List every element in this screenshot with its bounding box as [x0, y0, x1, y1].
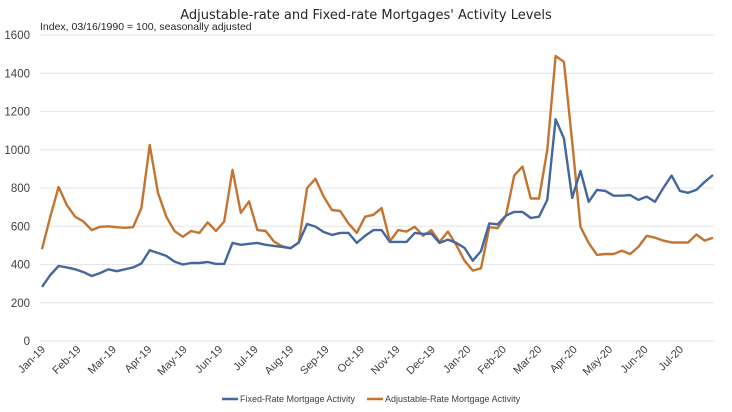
x-tick-label: Apr-20 [548, 344, 580, 376]
x-axis-ticks: Jan-19 Feb-19 Mar-19 Apr-19 May-19 Jun-19 Jul-… [16, 344, 686, 378]
x-tick-label: Sep-19 [298, 344, 332, 378]
x-tick-label: May-19 [155, 344, 189, 378]
legend-label-adjustable-rate: Adjustable-Rate Mortgage Activity [385, 394, 521, 404]
chart-title: Adjustable-rate and Fixed-rate Mortgages… [180, 8, 552, 23]
y-tick-label: 400 [11, 260, 30, 272]
y-tick-label: 0 [24, 336, 30, 348]
x-tick-label: Apr-19 [123, 344, 155, 376]
x-tick-label: May-20 [581, 344, 615, 378]
legend: Fixed-Rate Mortgage Activity Adjustable-… [222, 394, 521, 404]
x-tick-label: Jul-19 [231, 344, 261, 374]
series-lines [40, 54, 714, 288]
x-tick-label: Feb-20 [476, 344, 509, 377]
y-tick-label: 1200 [4, 107, 30, 119]
y-axis-ticks: 0 200 400 600 800 1000 1200 1400 1600 [4, 30, 30, 348]
y-tick-label: 1000 [4, 145, 30, 157]
gridlines [40, 34, 714, 342]
series-line-adjustable-rate [40, 54, 714, 272]
x-tick-label: Jan-19 [16, 344, 48, 376]
series-line-fixed-rate [41, 117, 714, 288]
x-tick-label: Jul-20 [656, 344, 686, 374]
x-tick-label: Mar-19 [86, 344, 119, 377]
x-tick-label: Mar-20 [511, 344, 544, 377]
chart-subtitle: Index, 03/16/1990 = 100, seasonally adju… [40, 21, 252, 33]
y-tick-label: 800 [11, 183, 30, 195]
x-tick-label: Feb-19 [50, 344, 83, 377]
x-tick-label: Nov-19 [369, 344, 403, 378]
y-tick-label: 1400 [4, 68, 30, 80]
x-tick-label: Jun-19 [193, 344, 225, 376]
x-tick-label: Dec-19 [404, 344, 438, 378]
legend-label-fixed-rate: Fixed-Rate Mortgage Activity [240, 394, 356, 404]
x-tick-label: Aug-19 [263, 344, 297, 378]
y-tick-label: 600 [11, 221, 30, 233]
x-tick-label: Jan-20 [441, 344, 473, 376]
y-tick-label: 200 [11, 298, 30, 310]
y-tick-label: 1600 [4, 30, 30, 42]
x-tick-label: Jun-20 [618, 344, 650, 376]
x-tick-label: Oct-19 [335, 344, 367, 376]
